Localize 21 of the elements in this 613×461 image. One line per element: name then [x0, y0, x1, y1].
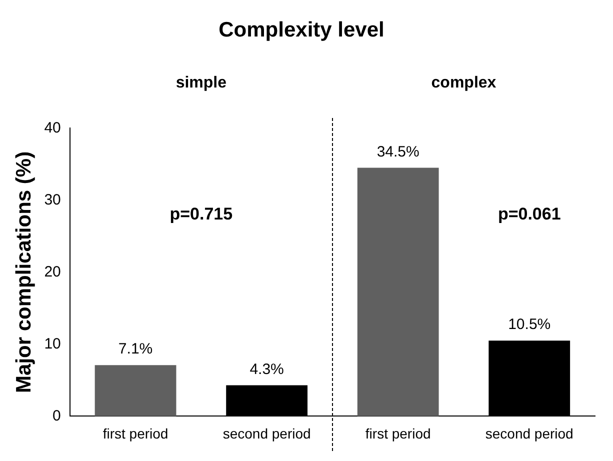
x-tick-label: second period [485, 425, 574, 442]
y-tick-label: 0 [52, 407, 61, 424]
data-label: 7.1% [118, 340, 153, 358]
y-tick-label: 40 [44, 119, 61, 136]
chart-title: Complexity level [218, 18, 384, 42]
y-tick-label: 30 [44, 191, 61, 208]
bar [357, 168, 439, 416]
data-label: 10.5% [508, 316, 551, 334]
x-tick-label: second period [222, 425, 311, 442]
y-tick-label: 10 [44, 335, 61, 352]
bar [94, 365, 176, 416]
annotation: p=0.715 [170, 204, 233, 224]
x-tick-label: first period [365, 425, 431, 442]
data-label: 34.5% [376, 143, 420, 160]
x-tick-label: first period [102, 425, 168, 442]
y-axis-title: Major complications (%) [12, 151, 36, 393]
text: complex [431, 74, 496, 92]
annotation: p=0.061 [498, 204, 561, 224]
data-label: 4.3% [250, 360, 284, 378]
text: simple [176, 74, 227, 92]
y-tick-label: 20 [44, 263, 61, 280]
